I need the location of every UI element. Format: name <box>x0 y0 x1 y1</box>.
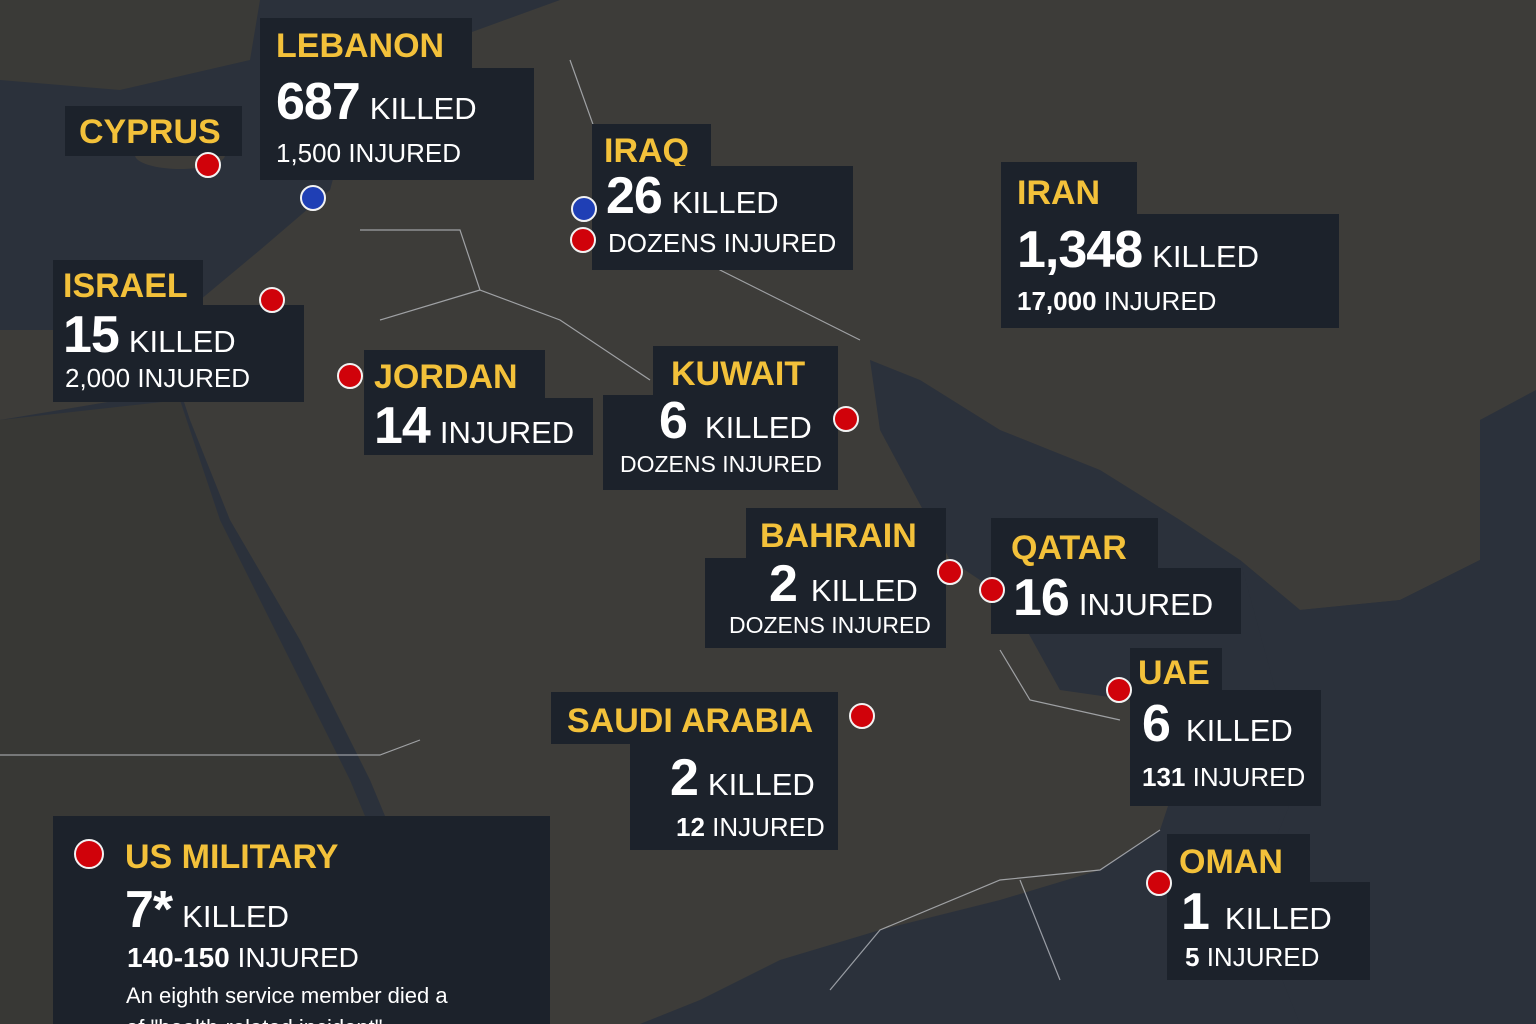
injured-label: INJURED <box>1192 762 1306 792</box>
cyprus-title-box: CYPRUS <box>65 106 242 156</box>
lebanon-name: LEBANON <box>276 27 445 65</box>
israel-name: ISRAEL <box>63 267 188 305</box>
injured-label: INJURED <box>137 363 250 393</box>
injured-label: INJURED <box>1103 286 1217 316</box>
saudi-injured: 12 <box>676 812 705 842</box>
jordan-title-box: JORDAN <box>364 350 545 398</box>
saudi-name: SAUDI ARABIA <box>567 702 814 740</box>
jordan-injured: 14 <box>374 397 431 455</box>
uae-stats-box: 6 KILLED 131 INJURED <box>1130 690 1321 806</box>
jordan-stats-box: 14 INJURED <box>364 398 593 455</box>
iran-name: IRAN <box>1017 174 1101 212</box>
israel-title-box: ISRAEL <box>53 260 203 305</box>
kuwait-marker <box>833 406 859 432</box>
jordan-marker <box>337 363 363 389</box>
bahrain-stats-box: 2 KILLED DOZENS INJURED <box>705 558 946 648</box>
qatar-stats-box: 16 INJURED <box>991 568 1241 634</box>
killed-label: KILLED <box>704 410 812 445</box>
israel-injured: 2,000 <box>65 363 131 393</box>
us-military-note-cont: of "health-related incident" <box>126 1015 383 1024</box>
injured-label: INJURED <box>1206 942 1320 972</box>
oman-marker <box>1146 870 1172 896</box>
bahrain-title-box: BAHRAIN <box>746 508 946 558</box>
injured-label: INJURED <box>348 138 461 168</box>
uae-injured: 131 <box>1142 762 1186 792</box>
iraq-stats-box: 26 KILLED DOZENS INJURED <box>592 166 853 270</box>
killed-label: KILLED <box>671 185 779 220</box>
jordan-name: JORDAN <box>374 358 518 396</box>
lebanon-injured: 1,500 <box>276 138 342 168</box>
uae-killed: 6 <box>1142 695 1171 753</box>
kuwait-stats-box: 6 KILLED DOZENS INJURED <box>603 395 838 490</box>
oman-stats-box: 1 KILLED 5 INJURED <box>1167 882 1370 980</box>
uae-name: UAE <box>1138 654 1210 692</box>
kuwait-title-box: KUWAIT <box>653 346 838 395</box>
killed-label: KILLED <box>128 324 236 359</box>
iraq-injured: DOZENS <box>608 228 717 258</box>
iraq-marker-red <box>570 227 596 253</box>
lebanon-marker <box>300 185 326 211</box>
iran-injured: 17,000 <box>1017 286 1097 316</box>
uae-marker <box>1106 677 1132 703</box>
injured-label: INJURED <box>722 451 822 477</box>
israel-stats-box: 15 KILLED 2,000 INJURED <box>53 305 304 402</box>
injured-label: INJURED <box>712 812 825 842</box>
saudi-title-box: SAUDI ARABIA <box>551 692 838 744</box>
bahrain-name: BAHRAIN <box>760 517 917 555</box>
saudi-marker <box>849 703 875 729</box>
injured-label: INJURED <box>723 228 837 258</box>
cyprus-name: CYPRUS <box>79 113 221 151</box>
killed-label: KILLED <box>1224 901 1332 936</box>
land-north <box>0 0 260 90</box>
killed-label: KILLED <box>369 91 477 126</box>
killed-label: KILLED <box>182 899 289 934</box>
kuwait-injured: DOZENS <box>620 451 716 477</box>
bahrain-killed: 2 <box>769 555 798 613</box>
iraq-title-box: IRAQ <box>592 124 711 170</box>
israel-marker <box>259 287 285 313</box>
injured-label: INJURED <box>237 942 359 973</box>
kuwait-killed: 6 <box>659 392 688 450</box>
qatar-title-box: QATAR <box>991 518 1158 568</box>
oman-killed: 1 <box>1181 883 1210 941</box>
iraq-killed: 26 <box>606 167 663 225</box>
oman-name: OMAN <box>1179 843 1283 881</box>
killed-label: KILLED <box>1152 239 1259 274</box>
injured-label: INJURED <box>831 612 931 638</box>
us-military-note: An eighth service member died a <box>126 983 448 1008</box>
killed-label: KILLED <box>707 767 815 802</box>
lebanon-stats-box: 687 KILLED 1,500 INJURED <box>260 68 534 180</box>
iran-title-box: IRAN <box>1001 162 1137 214</box>
saudi-stats-box: 2 KILLED 12 INJURED <box>630 744 838 850</box>
iraq-marker-blue <box>571 196 597 222</box>
lebanon-title-box: LEBANON <box>260 18 472 68</box>
bahrain-injured: DOZENS <box>729 612 825 638</box>
qatar-marker <box>979 577 1005 603</box>
qatar-injured: 16 <box>1013 569 1070 627</box>
killed-label: KILLED <box>810 573 918 608</box>
injured-label: INJURED <box>439 415 575 450</box>
iran-stats-box: 1,348 KILLED 17,000 INJURED <box>1001 214 1339 328</box>
iran-killed: 1,348 <box>1017 221 1143 279</box>
us-military-box: US MILITARY 7* KILLED 140-150 INJURED An … <box>53 816 550 1024</box>
us-military-marker <box>74 839 104 869</box>
bahrain-marker <box>937 559 963 585</box>
us-military-killed: 7* <box>125 881 173 939</box>
lebanon-killed: 687 <box>276 73 361 131</box>
cyprus-marker <box>195 152 221 178</box>
injured-label: INJURED <box>1078 587 1214 622</box>
oman-title-box: OMAN <box>1167 834 1310 882</box>
saudi-killed: 2 <box>670 749 699 807</box>
uae-title-box: UAE <box>1130 648 1222 690</box>
oman-injured: 5 <box>1185 942 1200 972</box>
us-military-name: US MILITARY <box>125 838 339 876</box>
killed-label: KILLED <box>1185 713 1293 748</box>
iraq-name: IRAQ <box>604 132 689 170</box>
us-military-injured: 140-150 <box>127 942 230 973</box>
kuwait-name: KUWAIT <box>671 355 806 393</box>
qatar-name: QATAR <box>1011 529 1127 567</box>
israel-killed: 15 <box>63 306 120 364</box>
